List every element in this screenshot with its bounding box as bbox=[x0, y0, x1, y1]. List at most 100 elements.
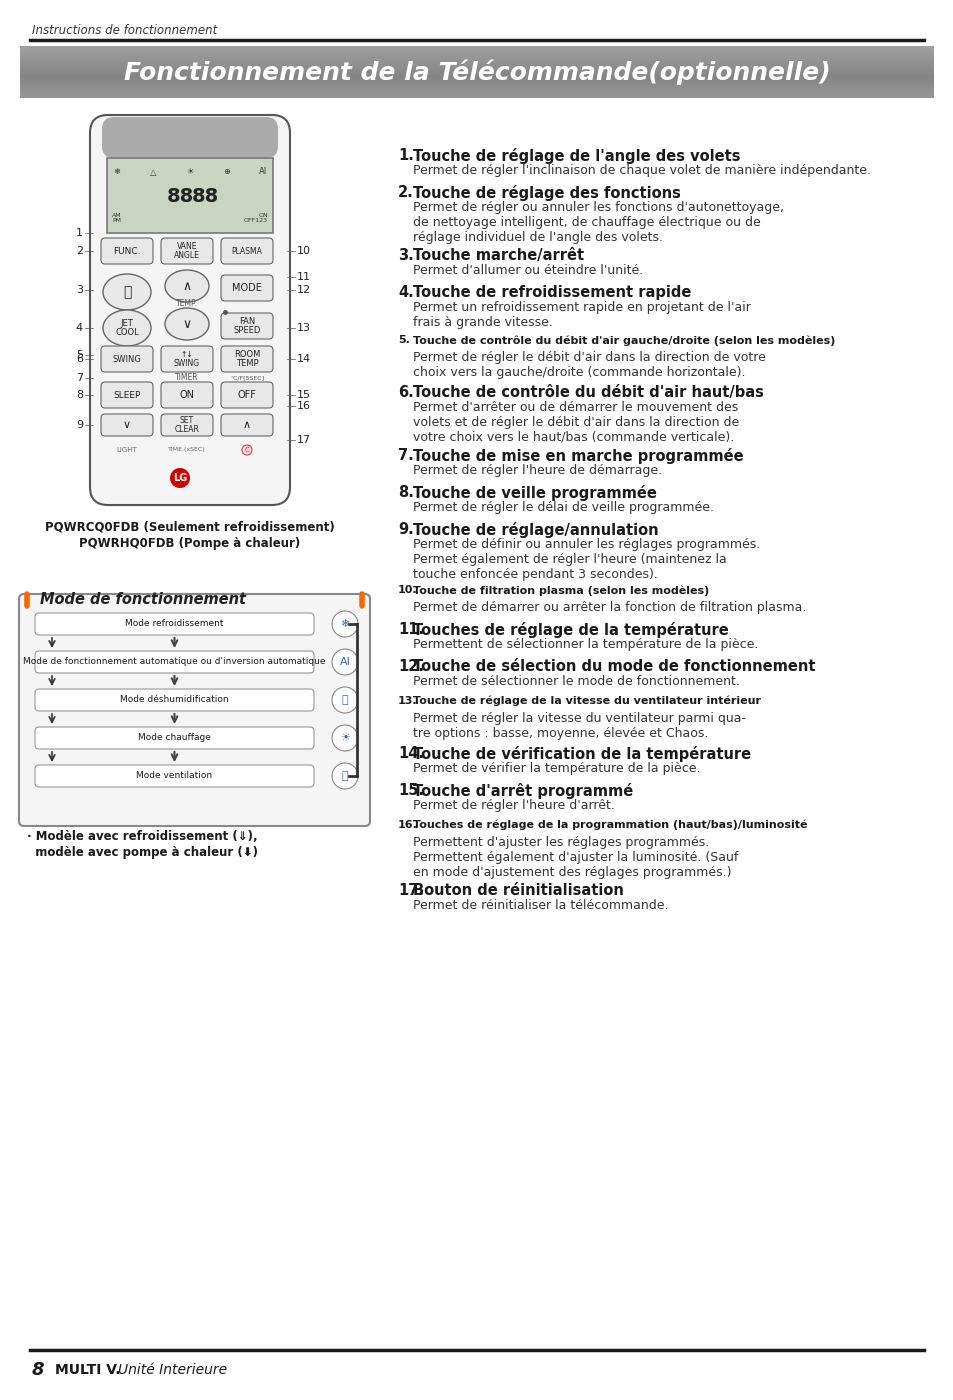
FancyBboxPatch shape bbox=[101, 382, 152, 407]
Text: 2.: 2. bbox=[397, 185, 414, 200]
Text: ⏻: ⏻ bbox=[123, 286, 132, 300]
FancyBboxPatch shape bbox=[101, 238, 152, 265]
Text: 3.: 3. bbox=[397, 248, 414, 263]
Text: Permet de régler l'heure de démarrage.: Permet de régler l'heure de démarrage. bbox=[413, 463, 661, 477]
Text: ∧: ∧ bbox=[182, 280, 192, 293]
Text: 15.: 15. bbox=[397, 783, 424, 798]
Text: ON: ON bbox=[179, 391, 194, 400]
Text: 16: 16 bbox=[296, 400, 311, 412]
Circle shape bbox=[332, 610, 357, 637]
Text: Touche de mise en marche programmée: Touche de mise en marche programmée bbox=[413, 448, 742, 463]
Text: ∧: ∧ bbox=[243, 420, 251, 430]
Text: 13: 13 bbox=[296, 323, 311, 333]
Text: ∨: ∨ bbox=[123, 420, 131, 430]
Text: PQWRCQ0FDB (Seulement refroidissement): PQWRCQ0FDB (Seulement refroidissement) bbox=[45, 519, 335, 533]
Text: Touche de sélection du mode de fonctionnement: Touche de sélection du mode de fonctionn… bbox=[413, 659, 815, 673]
Text: AM
PM: AM PM bbox=[112, 213, 121, 224]
Text: Permettent de sélectionner la température de la pièce.: Permettent de sélectionner la températur… bbox=[413, 638, 758, 651]
Circle shape bbox=[332, 763, 357, 790]
Text: 6: 6 bbox=[76, 354, 83, 364]
Text: 12: 12 bbox=[296, 286, 311, 295]
Text: 14.: 14. bbox=[397, 746, 423, 762]
FancyBboxPatch shape bbox=[102, 118, 277, 158]
Text: 🌬: 🌬 bbox=[341, 771, 348, 781]
FancyBboxPatch shape bbox=[221, 238, 273, 265]
Text: Permet de définir ou annuler les réglages programmés.
Permet également de régler: Permet de définir ou annuler les réglage… bbox=[413, 538, 760, 581]
Text: 10.: 10. bbox=[397, 585, 417, 595]
Text: 1: 1 bbox=[76, 228, 83, 238]
Circle shape bbox=[332, 650, 357, 675]
Text: ON
OFF123: ON OFF123 bbox=[244, 213, 268, 224]
FancyBboxPatch shape bbox=[161, 414, 213, 435]
Text: Touche de réglage de la vitesse du ventilateur intérieur: Touche de réglage de la vitesse du venti… bbox=[413, 696, 760, 707]
Text: Touche de réglage de l'angle des volets: Touche de réglage de l'angle des volets bbox=[413, 148, 740, 164]
Ellipse shape bbox=[165, 308, 209, 340]
Text: Permet un refroidissement rapide en projetant de l'air
frais à grande vitesse.: Permet un refroidissement rapide en proj… bbox=[413, 301, 750, 329]
Ellipse shape bbox=[103, 309, 151, 346]
Text: 15: 15 bbox=[296, 391, 311, 400]
Text: 12.: 12. bbox=[397, 659, 423, 673]
Text: Bouton de réinitialisation: Bouton de réinitialisation bbox=[413, 883, 623, 897]
Text: ❄: ❄ bbox=[340, 619, 350, 629]
Circle shape bbox=[332, 687, 357, 713]
Text: 9: 9 bbox=[76, 420, 83, 430]
Text: 5.: 5. bbox=[397, 335, 410, 344]
Text: △: △ bbox=[150, 168, 156, 176]
Text: 1.: 1. bbox=[397, 148, 414, 162]
Text: C: C bbox=[244, 447, 249, 454]
Text: Touche de refroidissement rapide: Touche de refroidissement rapide bbox=[413, 286, 691, 300]
Text: Touche de contrôle du débit d'air haut/bas: Touche de contrôle du débit d'air haut/b… bbox=[413, 385, 763, 400]
Text: · Modèle avec refroidissement (⇓),: · Modèle avec refroidissement (⇓), bbox=[27, 830, 257, 843]
Text: Touches de réglage de la programmation (haut/bas)/luminosité: Touches de réglage de la programmation (… bbox=[413, 820, 806, 830]
Text: ☀: ☀ bbox=[339, 734, 350, 743]
Text: 11.: 11. bbox=[397, 622, 424, 637]
Text: Permettent d'ajuster les réglages programmés.
Permettent également d'ajuster la : Permettent d'ajuster les réglages progra… bbox=[413, 836, 738, 879]
Text: TEMP.: TEMP. bbox=[176, 300, 197, 308]
Text: MODE: MODE bbox=[232, 283, 262, 293]
Text: ☀: ☀ bbox=[186, 168, 193, 176]
Text: 7.: 7. bbox=[397, 448, 414, 463]
Circle shape bbox=[170, 468, 190, 489]
Text: LG: LG bbox=[172, 473, 187, 483]
Text: ∨: ∨ bbox=[182, 318, 192, 330]
Text: Permet de régler la vitesse du ventilateur parmi qua-
tre options : basse, moyen: Permet de régler la vitesse du ventilate… bbox=[413, 713, 745, 741]
Text: Permet d'allumer ou éteindre l'unité.: Permet d'allumer ou éteindre l'unité. bbox=[413, 265, 642, 277]
Text: Touche d'arrêt programmé: Touche d'arrêt programmé bbox=[413, 783, 633, 799]
Circle shape bbox=[332, 725, 357, 750]
Text: 4: 4 bbox=[76, 323, 83, 333]
FancyBboxPatch shape bbox=[35, 727, 314, 749]
Text: 8: 8 bbox=[32, 1361, 45, 1379]
Text: Touche de réglage des fonctions: Touche de réglage des fonctions bbox=[413, 185, 680, 202]
Text: Permet de régler l'heure d'arrêt.: Permet de régler l'heure d'arrêt. bbox=[413, 799, 615, 812]
FancyBboxPatch shape bbox=[221, 274, 273, 301]
Text: 11: 11 bbox=[296, 272, 311, 281]
Text: °C/F[5SEC]: °C/F[5SEC] bbox=[230, 375, 264, 381]
Text: 5: 5 bbox=[76, 350, 83, 360]
FancyBboxPatch shape bbox=[221, 382, 273, 407]
Text: 10: 10 bbox=[296, 246, 311, 256]
Text: Mode déshumidification: Mode déshumidification bbox=[120, 696, 229, 704]
Ellipse shape bbox=[165, 270, 209, 302]
Text: 8.: 8. bbox=[397, 484, 414, 500]
Text: Touche de contrôle du débit d'air gauche/droite (selon les modèles): Touche de contrôle du débit d'air gauche… bbox=[413, 335, 835, 346]
Text: ROOM
TEMP: ROOM TEMP bbox=[233, 350, 260, 368]
Text: 13.: 13. bbox=[397, 696, 417, 706]
Text: PLASMA: PLASMA bbox=[232, 246, 262, 255]
Text: Touches de réglage de la température: Touches de réglage de la température bbox=[413, 622, 728, 638]
Text: Touche de veille programmée: Touche de veille programmée bbox=[413, 484, 657, 501]
Text: TIMER: TIMER bbox=[175, 374, 198, 382]
Text: Permet d'arrêter ou de démarrer le mouvement des
volets et de régler le débit d': Permet d'arrêter ou de démarrer le mouve… bbox=[413, 400, 739, 444]
FancyBboxPatch shape bbox=[35, 613, 314, 636]
Text: Touche de filtration plasma (selon les modèles): Touche de filtration plasma (selon les m… bbox=[413, 585, 708, 595]
Bar bbox=[107, 158, 273, 232]
Text: Touche de réglage/annulation: Touche de réglage/annulation bbox=[413, 522, 658, 538]
Text: 4.: 4. bbox=[397, 286, 414, 300]
Text: VANE
ANGLE: VANE ANGLE bbox=[173, 242, 200, 260]
Text: Mode de fonctionnement automatique ou d'inversion automatique: Mode de fonctionnement automatique ou d'… bbox=[23, 658, 325, 666]
FancyBboxPatch shape bbox=[35, 689, 314, 711]
Text: PQWRHQ0FDB (Pompe à chaleur): PQWRHQ0FDB (Pompe à chaleur) bbox=[79, 538, 300, 550]
Text: Permet de régler le délai de veille programmée.: Permet de régler le délai de veille prog… bbox=[413, 501, 713, 514]
Text: LIGHT: LIGHT bbox=[116, 447, 137, 454]
Text: OFF: OFF bbox=[237, 391, 256, 400]
Text: 17.: 17. bbox=[397, 883, 423, 897]
